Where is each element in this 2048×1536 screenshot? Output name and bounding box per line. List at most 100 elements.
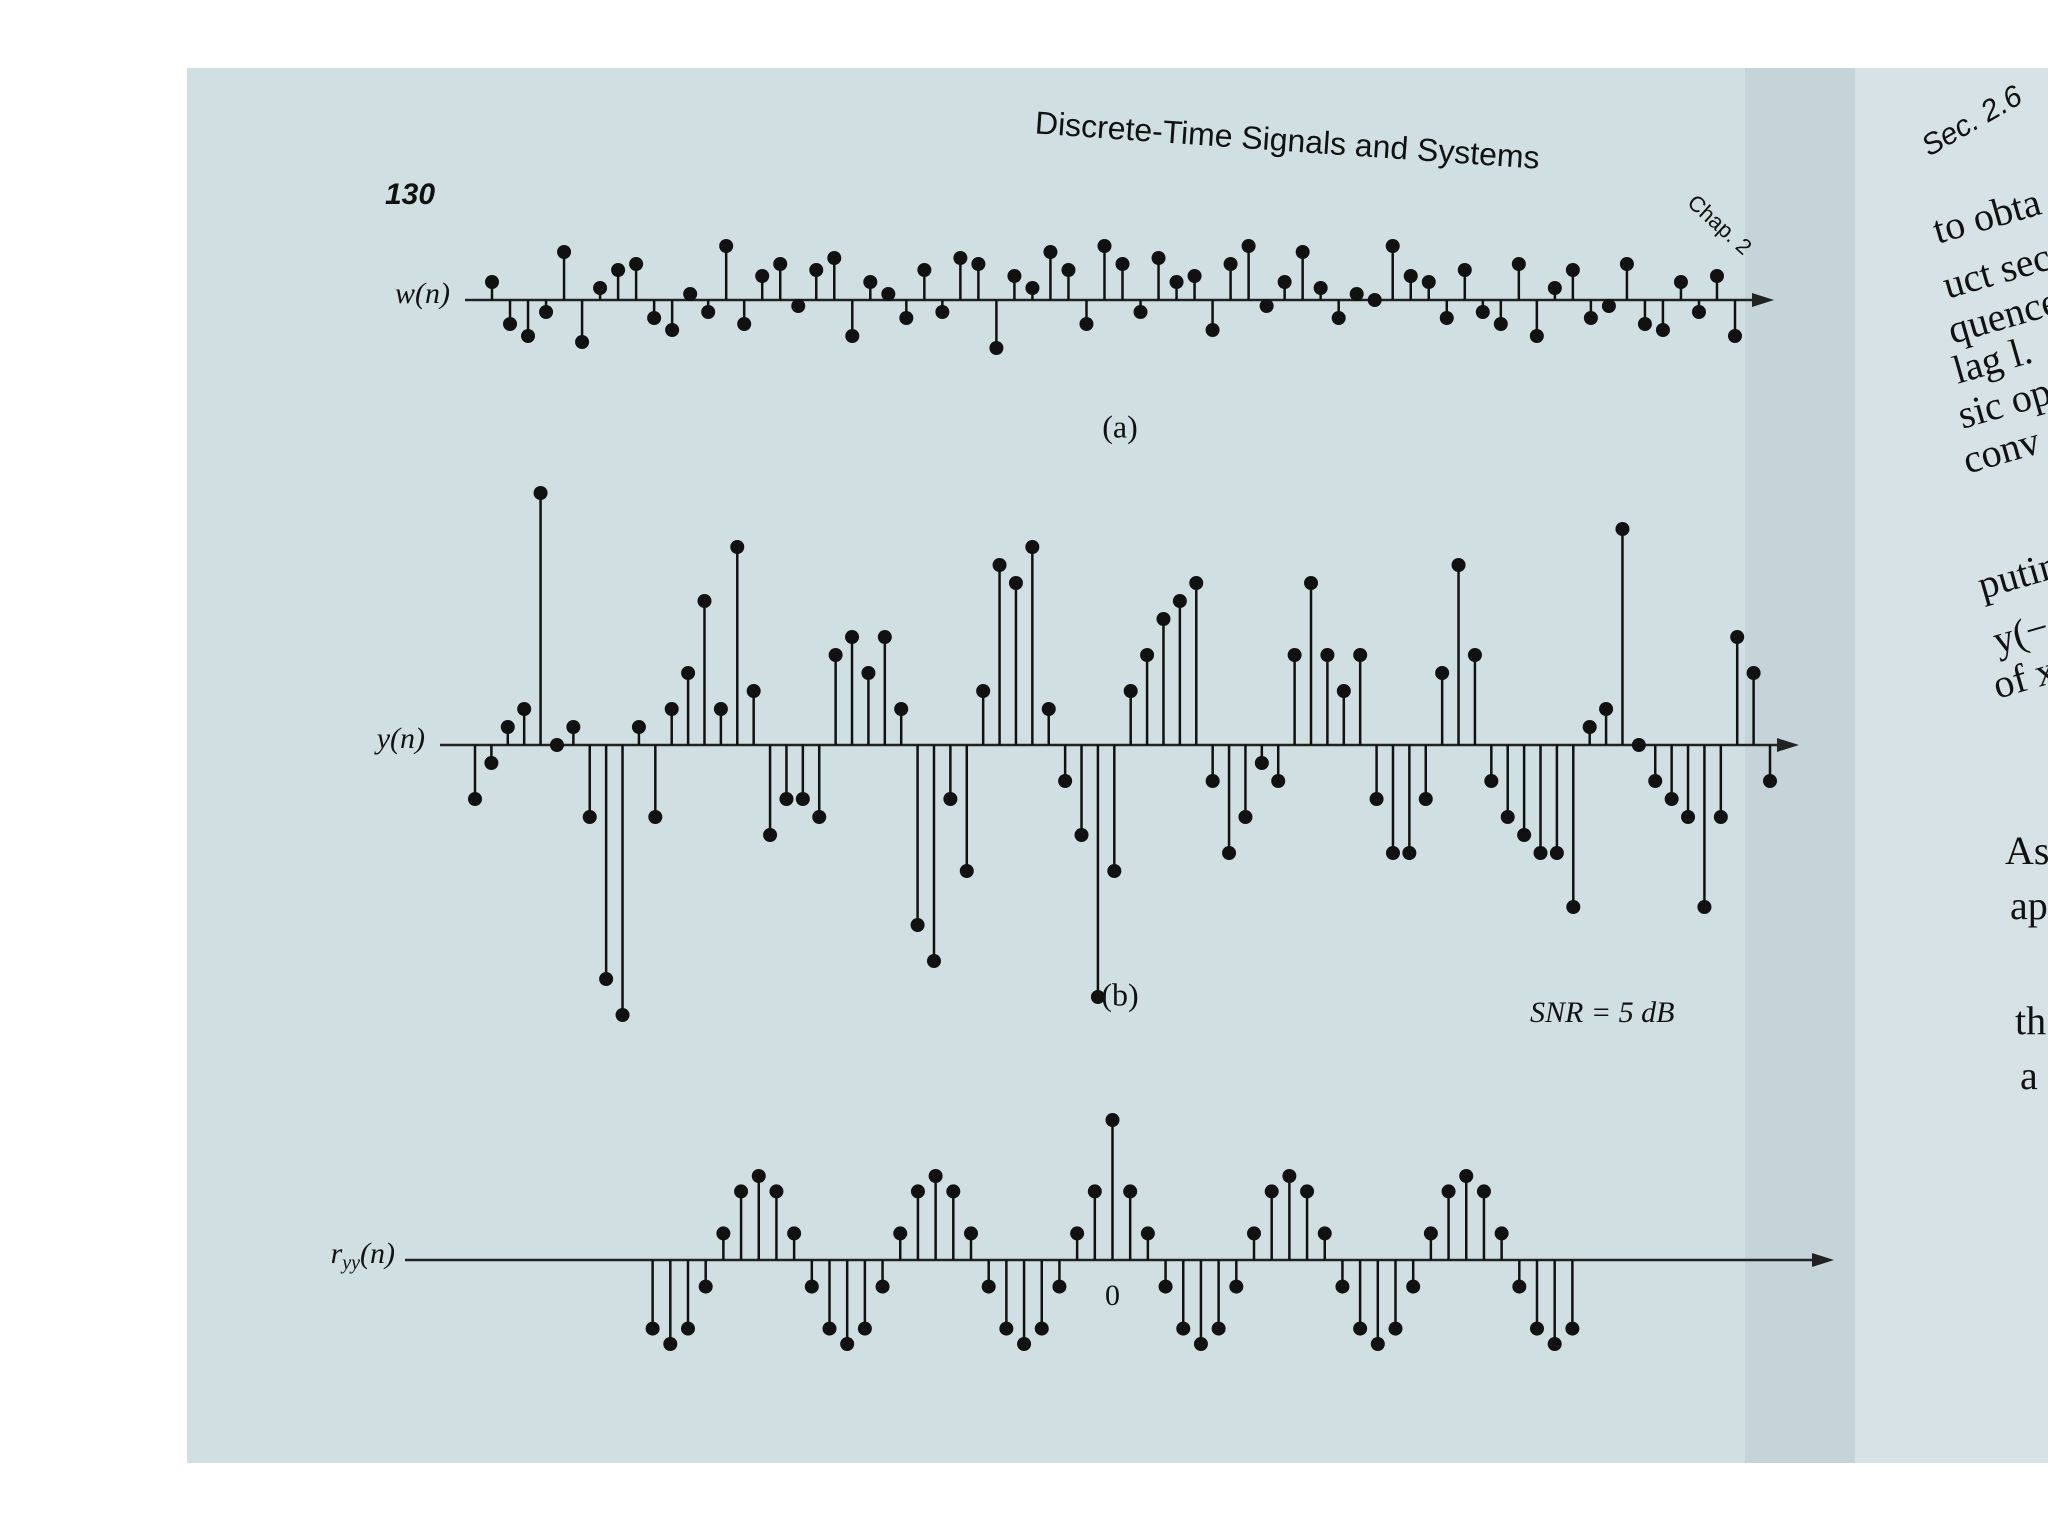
stem-head <box>681 666 696 680</box>
stem <box>943 745 958 806</box>
stem-head <box>791 299 806 313</box>
stem-head <box>1493 317 1508 331</box>
stem <box>791 299 806 313</box>
stem-head <box>1619 257 1634 271</box>
stem-head <box>910 1184 925 1199</box>
stem-head <box>1061 263 1076 277</box>
stem-head <box>1087 1184 1102 1199</box>
stem <box>845 630 860 745</box>
stem <box>1484 745 1499 788</box>
stem-head <box>755 269 770 283</box>
stem-head <box>1097 239 1112 253</box>
stem <box>549 738 564 752</box>
stem-head <box>1648 774 1663 788</box>
stem <box>503 300 518 331</box>
stem-head <box>533 486 548 500</box>
stem <box>701 300 716 319</box>
stem <box>893 1226 908 1260</box>
stem-head <box>935 305 950 319</box>
stem-head <box>1533 846 1548 860</box>
stem-head <box>1247 1226 1261 1241</box>
stem-head <box>1435 666 1450 680</box>
stem <box>683 287 698 301</box>
stem <box>1451 558 1466 745</box>
stem <box>681 1260 695 1336</box>
stem-head <box>1475 305 1490 319</box>
stem-head <box>1423 1226 1438 1241</box>
stem <box>1331 300 1346 325</box>
stem-head <box>863 275 878 289</box>
stem <box>1423 1226 1438 1260</box>
stem-head <box>1451 558 1466 572</box>
stem <box>1241 239 1256 300</box>
stem-head <box>664 702 679 716</box>
stem <box>1061 263 1076 300</box>
stem-head <box>681 1321 695 1336</box>
stem-head <box>1133 305 1148 319</box>
stem-head <box>1043 245 1058 259</box>
stem-head <box>840 1337 855 1351</box>
stem-head <box>1583 311 1598 325</box>
stem-head <box>1459 1169 1474 1183</box>
stem <box>863 275 878 300</box>
stem-head <box>1304 576 1319 590</box>
stem-head <box>503 317 518 331</box>
stem <box>1500 745 1515 824</box>
stem <box>1529 300 1544 343</box>
stem <box>779 745 794 806</box>
stem-head <box>1241 239 1256 253</box>
stem <box>1713 745 1728 824</box>
stem-head <box>999 1321 1014 1336</box>
stem <box>517 702 532 745</box>
stem-head <box>645 1321 660 1336</box>
stem-head <box>647 311 662 325</box>
stem-head <box>971 257 986 271</box>
stem <box>485 275 499 300</box>
stem-head <box>697 594 712 608</box>
stem <box>713 702 728 745</box>
stem-head <box>683 287 698 301</box>
stem <box>910 745 925 932</box>
stem <box>1025 281 1040 300</box>
stem-head <box>615 1008 630 1022</box>
stem-head <box>926 954 941 968</box>
stem <box>1313 281 1328 300</box>
stem <box>926 745 941 968</box>
stem-head <box>1205 323 1220 337</box>
figures: w(n) (a) y(n) (b) SNR = 5 dB ryy(n) 0 <box>331 239 1834 1351</box>
stem <box>1619 257 1634 300</box>
stem-head <box>769 1184 784 1199</box>
stem-head <box>730 540 745 554</box>
stem <box>812 745 827 824</box>
stem <box>769 1184 784 1260</box>
stem-head <box>1406 1279 1421 1294</box>
stem <box>665 300 680 337</box>
stem-head <box>1140 648 1155 662</box>
stem <box>500 720 515 745</box>
y-label: y(n) <box>374 722 425 755</box>
stem-head <box>1271 774 1286 788</box>
stem-head <box>1512 1279 1527 1294</box>
y-label: w(n) <box>395 277 450 310</box>
stem-head <box>1140 1226 1155 1241</box>
stem-head <box>1353 1321 1368 1336</box>
stem <box>1730 630 1745 745</box>
stem <box>1193 1260 1208 1351</box>
y-label-tail: (n) <box>360 1237 395 1270</box>
y-label-base: y(n) <box>374 722 425 755</box>
stem-head <box>992 558 1007 572</box>
stem-head <box>773 257 788 271</box>
stem <box>1421 275 1436 300</box>
stem-head <box>1349 287 1364 301</box>
stem <box>875 1260 890 1294</box>
stem-head <box>751 1169 766 1183</box>
y-label-sub: yy <box>340 1252 360 1274</box>
stem-head <box>1476 1184 1491 1199</box>
stem-head <box>1549 846 1564 860</box>
stem-head <box>701 305 716 319</box>
stem <box>1222 745 1237 860</box>
stem <box>804 1260 819 1294</box>
stem <box>1547 1260 1562 1351</box>
stem-head <box>1151 251 1166 265</box>
